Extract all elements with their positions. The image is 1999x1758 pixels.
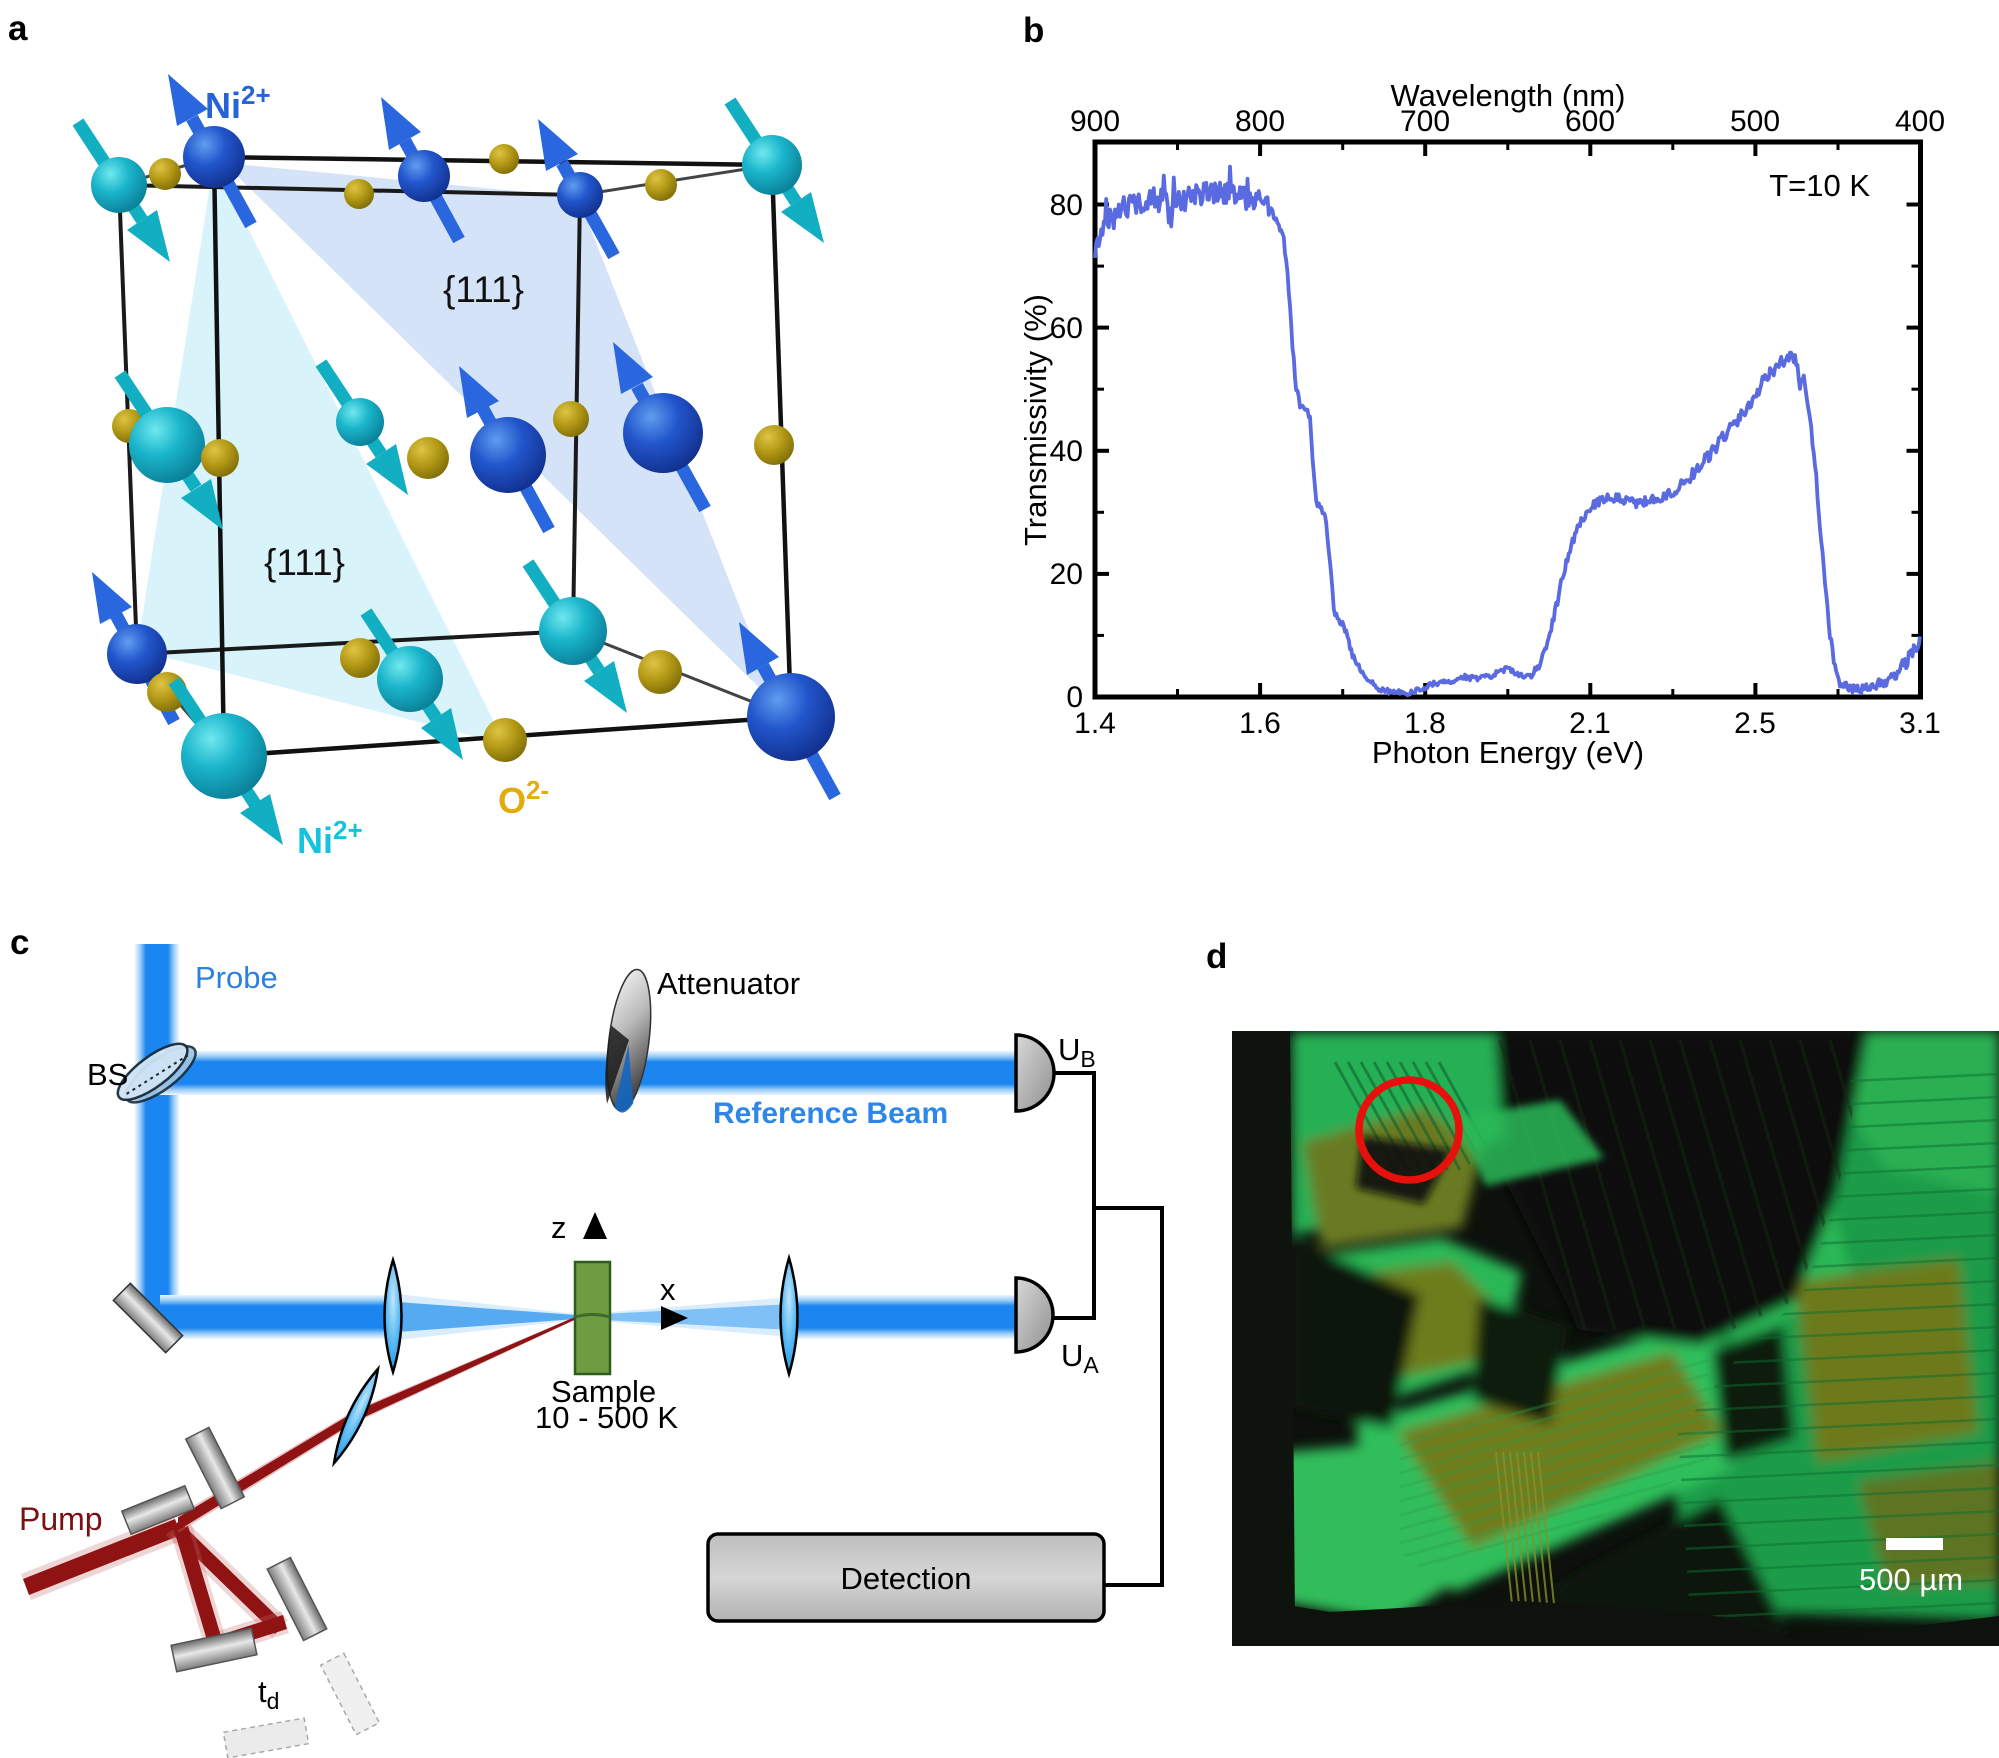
svg-text:20: 20 bbox=[1050, 558, 1083, 591]
svg-text:400: 400 bbox=[1895, 105, 1945, 138]
svg-text:Sample: Sample bbox=[551, 1374, 656, 1409]
svg-text:60: 60 bbox=[1050, 312, 1083, 345]
svg-text:d: d bbox=[1206, 937, 1227, 976]
svg-text:3.1: 3.1 bbox=[1899, 707, 1941, 740]
svg-text:O2-: O2- bbox=[498, 775, 549, 821]
svg-text:Detection: Detection bbox=[841, 1561, 972, 1596]
svg-text:BS: BS bbox=[87, 1057, 128, 1092]
svg-text:Ni2+: Ni2+ bbox=[297, 815, 363, 861]
svg-text:Ni2+: Ni2+ bbox=[205, 80, 271, 126]
svg-text:800: 800 bbox=[1235, 105, 1285, 138]
svg-text:UB: UB bbox=[1058, 1032, 1096, 1072]
svg-text:2.1: 2.1 bbox=[1569, 707, 1611, 740]
svg-text:700: 700 bbox=[1400, 105, 1450, 138]
svg-text:c: c bbox=[10, 923, 29, 962]
svg-text:900: 900 bbox=[1070, 105, 1120, 138]
svg-text:Pump: Pump bbox=[19, 1501, 103, 1537]
svg-text:td: td bbox=[258, 1674, 279, 1714]
svg-text:1.6: 1.6 bbox=[1239, 707, 1281, 740]
svg-text:2.5: 2.5 bbox=[1734, 707, 1776, 740]
svg-text:x: x bbox=[660, 1272, 676, 1307]
svg-text:500 µm: 500 µm bbox=[1859, 1562, 1963, 1597]
svg-text:Wavelength (nm): Wavelength (nm) bbox=[1391, 78, 1626, 113]
svg-text:UA: UA bbox=[1061, 1338, 1099, 1378]
svg-text:40: 40 bbox=[1050, 435, 1083, 468]
svg-text:b: b bbox=[1023, 11, 1044, 50]
svg-text:a: a bbox=[8, 9, 28, 48]
svg-text:z: z bbox=[551, 1210, 567, 1245]
svg-text:0: 0 bbox=[1066, 681, 1083, 714]
svg-text:{111}: {111} bbox=[264, 542, 345, 583]
svg-text:600: 600 bbox=[1565, 105, 1615, 138]
svg-text:80: 80 bbox=[1050, 189, 1083, 222]
svg-text:Attenuator: Attenuator bbox=[657, 966, 800, 1001]
svg-text:Photon Energy (eV): Photon Energy (eV) bbox=[1372, 735, 1644, 770]
svg-text:10 - 500 K: 10 - 500 K bbox=[535, 1400, 678, 1435]
svg-text:T=10 K: T=10 K bbox=[1769, 168, 1870, 203]
svg-text:500: 500 bbox=[1730, 105, 1780, 138]
svg-text:Probe: Probe bbox=[195, 960, 278, 995]
svg-text:Reference Beam: Reference Beam bbox=[713, 1097, 948, 1130]
svg-text:1.8: 1.8 bbox=[1404, 707, 1446, 740]
svg-text:Transmissivity (%): Transmissivity (%) bbox=[1018, 294, 1053, 546]
svg-text:1.4: 1.4 bbox=[1074, 707, 1116, 740]
svg-text:{111}: {111} bbox=[443, 269, 524, 310]
